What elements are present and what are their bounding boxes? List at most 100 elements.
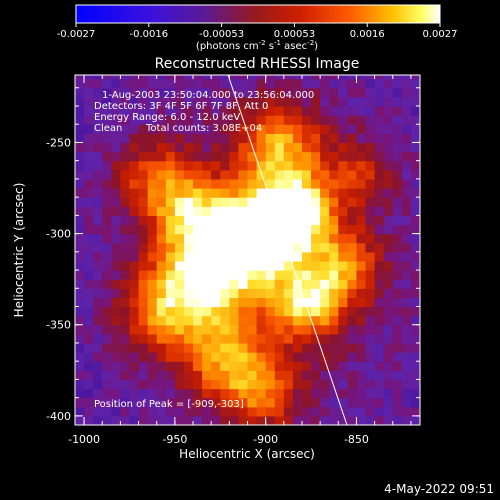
- heatmap-pixel: [174, 324, 185, 335]
- heatmap-pixel: [392, 388, 403, 399]
- heatmap-pixel: [401, 406, 412, 417]
- heatmap-pixel: [147, 105, 158, 116]
- heatmap-pixel: [138, 115, 149, 125]
- heatmap-pixel: [265, 388, 276, 399]
- heatmap-pixel: [320, 96, 330, 107]
- heatmap-pixel: [111, 370, 121, 381]
- heatmap-pixel: [211, 178, 221, 189]
- heatmap-pixel: [129, 215, 140, 226]
- heatmap-pixel: [320, 388, 330, 399]
- heatmap-pixel: [147, 224, 158, 235]
- heatmap-pixel: [211, 242, 221, 253]
- heatmap-pixel: [274, 370, 285, 381]
- heatmap-pixel: [347, 406, 358, 417]
- heatmap-pixel: [320, 260, 330, 271]
- heatmap-pixel: [311, 142, 321, 153]
- colorbar-unit: (photons cm-2 s-1 asec-2): [196, 39, 318, 52]
- heatmap-pixel: [392, 279, 403, 289]
- heatmap-pixel: [147, 406, 158, 417]
- heatmap-pixel: [320, 406, 330, 417]
- heatmap-pixel: [311, 397, 321, 408]
- heatmap-pixel: [365, 215, 376, 226]
- heatmap-pixel: [329, 361, 339, 371]
- heatmap-pixel: [374, 352, 385, 362]
- heatmap-pixel: [292, 115, 303, 125]
- heatmap-pixel: [283, 233, 294, 244]
- heatmap-pixel: [229, 178, 240, 189]
- heatmap-pixel: [410, 188, 420, 198]
- heatmap-pixel: [120, 188, 131, 198]
- heatmap-pixel: [374, 379, 385, 390]
- heatmap-pixel: [238, 297, 249, 308]
- heatmap-pixel: [102, 333, 112, 344]
- heatmap-pixel: [320, 306, 330, 317]
- heatmap-pixel: [265, 415, 276, 425]
- heatmap-pixel: [356, 197, 367, 207]
- heatmap-pixel: [238, 178, 249, 189]
- heatmap-pixel: [84, 406, 94, 417]
- heatmap-pixel: [356, 215, 367, 226]
- heatmap-pixel: [247, 124, 258, 134]
- heatmap-pixel: [410, 87, 420, 98]
- heatmap-pixel: [93, 188, 103, 198]
- heatmap-pixel: [202, 224, 212, 235]
- heatmap-pixel: [320, 233, 330, 244]
- heatmap-pixel: [229, 160, 240, 171]
- heatmap-pixel: [174, 188, 185, 198]
- heatmap-pixel: [365, 133, 376, 144]
- heatmap-pixel: [401, 288, 412, 298]
- heatmap-pixel: [93, 388, 103, 399]
- heatmap-pixel: [392, 169, 403, 180]
- heatmap-pixel: [220, 242, 230, 253]
- heatmap-pixel: [338, 115, 348, 125]
- heatmap-pixel: [193, 288, 203, 298]
- heatmap-pixel: [311, 379, 321, 390]
- heatmap-pixel: [356, 361, 367, 371]
- heatmap-pixel: [356, 260, 367, 271]
- heatmap-pixel: [247, 333, 258, 344]
- heatmap-pixel: [392, 379, 403, 390]
- heatmap-pixel: [265, 352, 276, 362]
- heatmap-pixel: [292, 406, 303, 417]
- heatmap-pixel: [247, 379, 258, 390]
- heatmap-pixel: [329, 233, 339, 244]
- heatmap-pixel: [156, 75, 167, 80]
- heatmap-pixel: [174, 115, 185, 125]
- heatmap-pixel: [111, 297, 121, 308]
- heatmap-pixel: [165, 188, 176, 198]
- heatmap-pixel: [365, 105, 376, 116]
- heatmap-pixel: [120, 388, 131, 399]
- heatmap-pixel: [274, 233, 285, 244]
- heatmap-pixel: [265, 105, 276, 116]
- heatmap-pixel: [129, 324, 140, 335]
- heatmap-pixel: [93, 169, 103, 180]
- heatmap-pixel: [138, 142, 149, 153]
- heatmap-pixel: [102, 379, 112, 390]
- heatmap-pixel: [338, 242, 348, 253]
- heatmap-pixel: [202, 242, 212, 253]
- heatmap-pixel: [347, 297, 358, 308]
- heatmap-pixel: [138, 260, 149, 271]
- heatmap-pixel: [129, 224, 140, 235]
- heatmap-pixel: [147, 75, 158, 80]
- heatmap-pixel: [356, 78, 367, 89]
- heatmap-pixel: [238, 415, 249, 425]
- heatmap-pixel: [374, 306, 385, 317]
- heatmap-pixel: [356, 315, 367, 326]
- heatmap-pixel: [401, 87, 412, 98]
- heatmap-pixel: [102, 75, 112, 80]
- heatmap-pixel: [265, 142, 276, 153]
- heatmap-pixel: [183, 306, 194, 317]
- heatmap-pixel: [120, 397, 131, 408]
- heatmap-pixel: [193, 361, 203, 371]
- heatmap-pixel: [84, 370, 94, 381]
- heatmap-pixel: [301, 388, 312, 399]
- heatmap-pixel: [365, 288, 376, 298]
- heatmap-pixel: [211, 406, 221, 417]
- heatmap-pixel: [174, 361, 185, 371]
- heatmap-pixel: [84, 388, 94, 399]
- unit-part-2: s: [266, 41, 274, 52]
- heatmap-pixel: [247, 388, 258, 399]
- heatmap-pixel: [374, 115, 385, 125]
- heatmap-pixel: [374, 324, 385, 335]
